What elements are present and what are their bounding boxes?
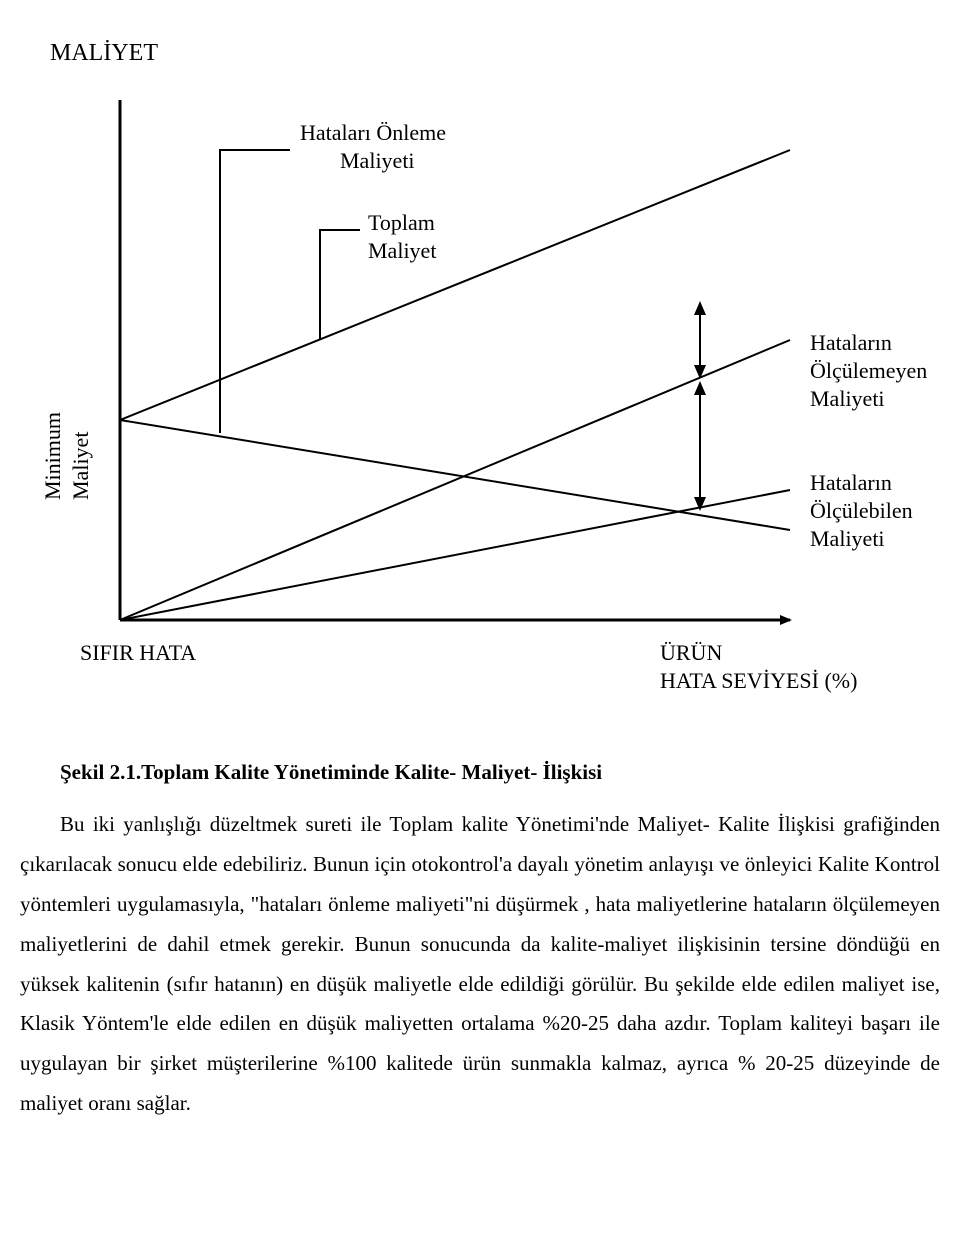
label-unmeasurable-line2: Ölçülemeyen [810,358,927,383]
y-axis-top-label: MALİYET [50,40,158,66]
chart-svg: MALİYET Hataları Önleme Maliyeti Toplam … [20,20,940,740]
line-prevention-cost [120,420,790,530]
figure-caption: Şekil 2.1.Toplam Kalite Yönetiminde Kali… [20,760,940,785]
x-axis-right-label-2: HATA SEVİYESİ (%) [660,668,857,693]
figure-caption-text: Şekil 2.1.Toplam Kalite Yönetiminde Kali… [60,760,602,784]
label-prevention-line2: Maliyeti [340,148,415,173]
leader-total [320,230,360,340]
leader-prevention [220,150,290,433]
label-measurable-line1: Hataların [810,470,892,495]
label-total-line1: Toplam [368,210,435,235]
label-prevention-line1: Hataları Önleme [300,120,446,145]
cost-quality-chart: MALİYET Hataları Önleme Maliyeti Toplam … [20,20,940,740]
label-measurable-line2: Ölçülebilen [810,498,913,523]
label-unmeasurable-line1: Hataların [810,330,892,355]
x-axis-left-label: SIFIR HATA [80,640,196,665]
y-axis-side-label-1: Minimum [40,412,65,500]
label-unmeasurable-line3: Maliyeti [810,386,885,411]
x-axis-right-label-1: ÜRÜN [660,640,722,665]
label-total-line2: Maliyet [368,238,436,263]
line-unmeasurable-cost [120,490,790,620]
body-paragraph: Bu iki yanlışlığı düzeltmek sureti ile T… [20,805,940,1124]
y-axis-side-label-2: Maliyet [68,432,93,500]
label-measurable-line3: Maliyeti [810,526,885,551]
